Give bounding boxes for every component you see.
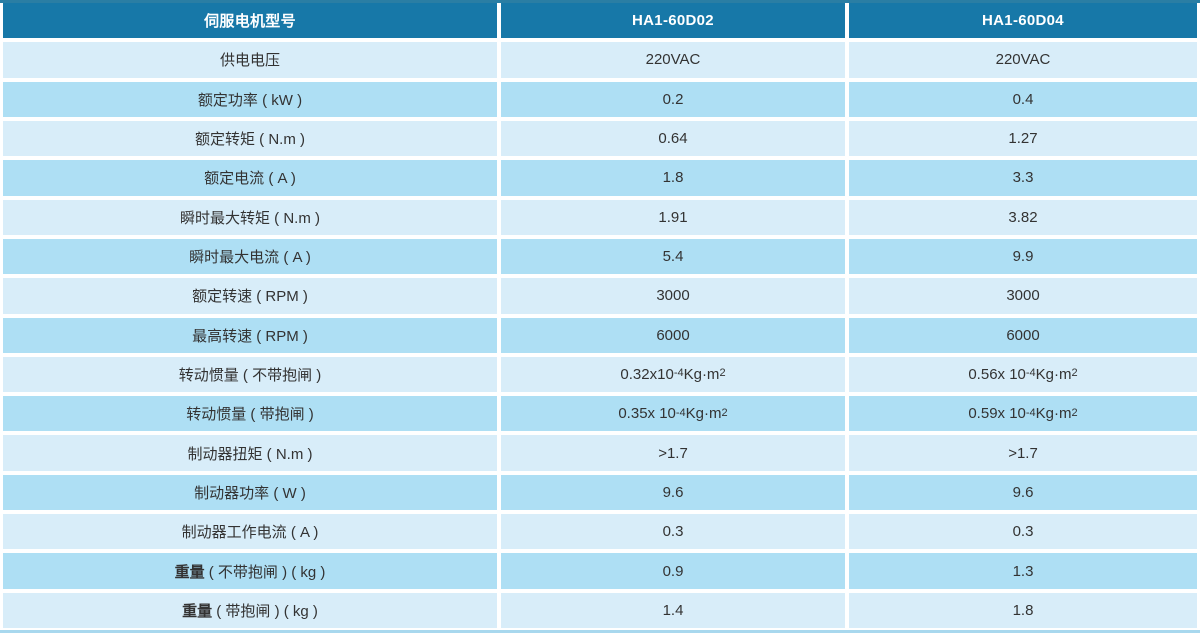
value-cell-ha1-60d02: 0.2 <box>501 81 845 117</box>
value-cell-ha1-60d02: 220VAC <box>501 42 845 78</box>
value-cell-ha1-60d04: 3.3 <box>849 160 1197 196</box>
value-cell-ha1-60d02: 1.4 <box>501 592 845 628</box>
value-cell-ha1-60d04: 9.9 <box>849 238 1197 275</box>
column-header-ha1-60d02: HA1-60D02 <box>501 3 845 39</box>
value-cell-ha1-60d04: 0.59x 10 -4 Kg·m 2 <box>849 396 1197 432</box>
value-cell-ha1-60d04: 1.3 <box>849 553 1197 589</box>
value-cell-ha1-60d02: >1.7 <box>501 435 845 471</box>
bottom-border-line <box>0 630 1200 633</box>
row-label: 重量 ( 带抱闸 ) ( kg ) <box>3 592 497 628</box>
row-label: 额定转矩 ( N.m ) <box>3 120 497 157</box>
value-cell-ha1-60d04: 6000 <box>849 317 1197 353</box>
row-label: 重量 ( 不带抱闸 ) ( kg ) <box>3 553 497 589</box>
column-header-model: 伺服电机型号 <box>3 3 497 39</box>
value-cell-ha1-60d02: 0.64 <box>501 120 845 157</box>
column-header-ha1-60d04: HA1-60D04 <box>849 3 1197 39</box>
row-label: 供电电压 <box>3 42 497 78</box>
row-label: 额定电流 ( A ) <box>3 160 497 196</box>
value-cell-ha1-60d02: 0.9 <box>501 553 845 589</box>
row-label: 额定转速 ( RPM ) <box>3 278 497 314</box>
row-label: 制动器工作电流 ( A ) <box>3 514 497 550</box>
value-cell-ha1-60d04: 1.8 <box>849 592 1197 628</box>
value-cell-ha1-60d04: 1.27 <box>849 120 1197 157</box>
value-cell-ha1-60d02: 6000 <box>501 317 845 353</box>
value-cell-ha1-60d04: 9.6 <box>849 474 1197 511</box>
value-cell-ha1-60d02: 9.6 <box>501 474 845 511</box>
value-cell-ha1-60d04: 0.4 <box>849 81 1197 117</box>
row-label: 瞬时最大电流 ( A ) <box>3 238 497 275</box>
row-label: 转动惯量 ( 不带抱闸 ) <box>3 356 497 393</box>
value-cell-ha1-60d04: 3.82 <box>849 199 1197 235</box>
top-border-line <box>0 0 1200 3</box>
row-label: 制动器扭矩 ( N.m ) <box>3 435 497 471</box>
value-cell-ha1-60d04: 0.56x 10 -4 Kg·m 2 <box>849 356 1197 393</box>
value-cell-ha1-60d04: >1.7 <box>849 435 1197 471</box>
row-label: 额定功率 ( kW ) <box>3 81 497 117</box>
row-label: 转动惯量 ( 带抱闸 ) <box>3 396 497 432</box>
value-cell-ha1-60d02: 0.35x 10 -4 Kg·m 2 <box>501 396 845 432</box>
value-cell-ha1-60d02: 3000 <box>501 278 845 314</box>
value-cell-ha1-60d02: 0.3 <box>501 514 845 550</box>
value-cell-ha1-60d02: 0.32x10 -4 Kg·m 2 <box>501 356 845 393</box>
row-label: 最高转速 ( RPM ) <box>3 317 497 353</box>
value-cell-ha1-60d04: 220VAC <box>849 42 1197 78</box>
spec-table: 伺服电机型号 HA1-60D02 HA1-60D04 供电电压 220VAC 220… <box>3 3 1197 628</box>
value-cell-ha1-60d02: 1.91 <box>501 199 845 235</box>
value-cell-ha1-60d02: 5.4 <box>501 238 845 275</box>
value-cell-ha1-60d02: 1.8 <box>501 160 845 196</box>
row-label: 瞬时最大转矩 ( N.m ) <box>3 199 497 235</box>
row-label: 制动器功率 ( W ) <box>3 474 497 511</box>
row-label-bold-part: 重量 <box>174 563 205 581</box>
value-cell-ha1-60d04: 0.3 <box>849 514 1197 550</box>
row-label-bold-part: 重量 <box>182 602 213 620</box>
value-cell-ha1-60d04: 3000 <box>849 278 1197 314</box>
